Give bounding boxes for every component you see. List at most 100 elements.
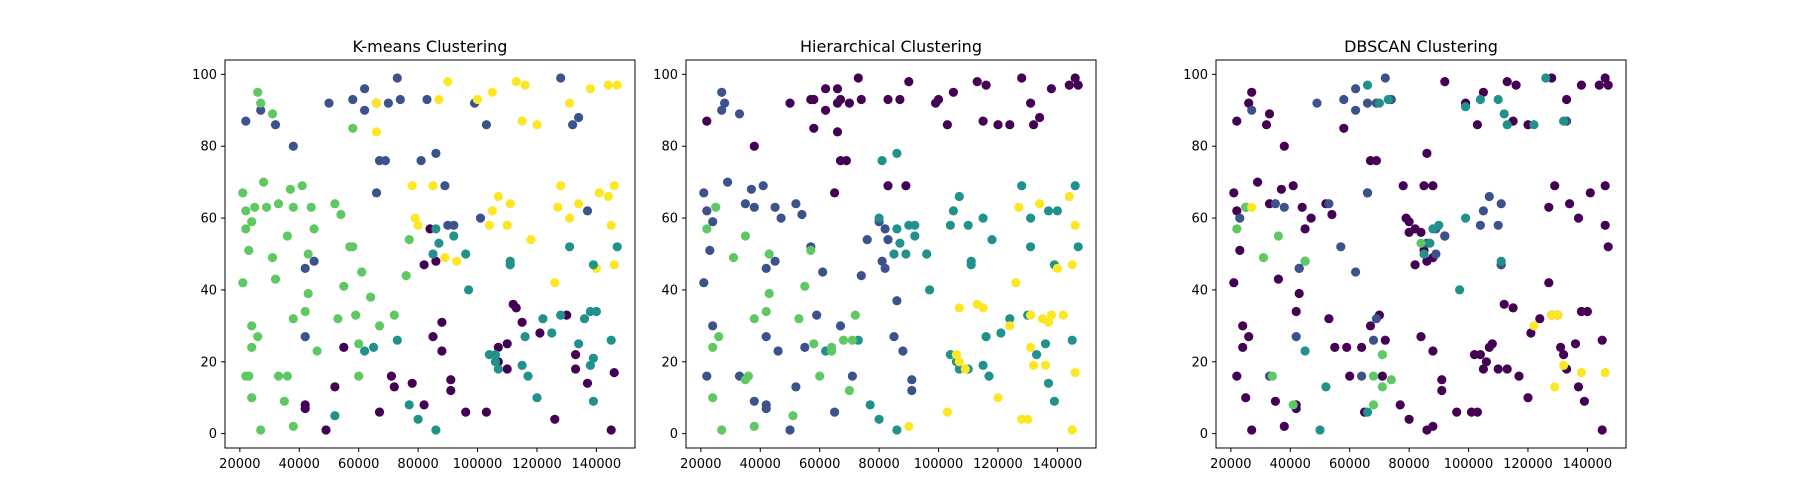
scatter-point (440, 253, 450, 263)
x-tick-label: 80000 (397, 457, 438, 472)
scatter-point (273, 371, 284, 381)
scatter-point (1502, 77, 1512, 87)
scatter-point (502, 339, 512, 349)
scatter-point (267, 253, 278, 263)
scatter-point (449, 231, 459, 241)
scatter-point (336, 209, 346, 220)
subplot-2: Hierarchical Clustering 20000 40000 60000 80… (653, 37, 1097, 472)
scatter-point (705, 245, 715, 255)
scatter-point (606, 425, 616, 435)
scatter-point (1496, 199, 1506, 209)
scatter-point (461, 249, 471, 259)
scatter-points (1229, 73, 1613, 435)
scatter-point (1502, 120, 1512, 130)
scatter-point (1541, 73, 1551, 83)
scatter-point (865, 400, 875, 410)
scatter-point (374, 321, 385, 331)
scatter-point (520, 80, 530, 90)
scatter-point (1526, 328, 1536, 338)
scatter-point (1455, 285, 1465, 295)
scatter-point (428, 249, 438, 259)
scatter-point (1005, 314, 1015, 324)
scatter-point (942, 407, 953, 417)
scatter-point (550, 414, 560, 424)
scatter-point (717, 105, 727, 115)
scatter-point (431, 256, 441, 266)
scatter-point (440, 181, 450, 191)
scatter-point (1247, 202, 1257, 212)
x-tick-label: 40000 (1270, 457, 1311, 472)
scatter-point (371, 98, 382, 108)
scatter-point (241, 206, 251, 216)
scatter-point (481, 407, 491, 417)
scatter-point (1377, 382, 1387, 392)
scatter-point (603, 191, 613, 202)
x-tick-label: 40000 (279, 457, 320, 472)
scatter-point (1416, 332, 1426, 342)
scatter-point (800, 342, 810, 352)
subplot-title: K-means Clustering (353, 37, 508, 56)
scatter-point (892, 148, 902, 158)
scatter-point (1478, 206, 1488, 216)
subplot-title: Hierarchical Clustering (800, 37, 982, 56)
scatter-point (1294, 288, 1304, 299)
scatter-point (253, 332, 263, 342)
scatter-point (880, 224, 890, 234)
scatter-point (300, 263, 310, 273)
scatter-point (708, 342, 718, 352)
scatter-point (1544, 278, 1554, 288)
scatter-point (612, 80, 622, 90)
scatter-point (1368, 371, 1379, 381)
scatter-point (1425, 238, 1435, 248)
scatter-point (844, 98, 855, 108)
scatter-point (1469, 350, 1480, 360)
scatter-point (1481, 357, 1491, 367)
scatter-point (1253, 177, 1263, 187)
scatter-point (954, 303, 964, 313)
scatter-point (386, 371, 396, 381)
scatter-point (993, 393, 1003, 403)
scatter-point (907, 375, 917, 385)
scatter-point (1493, 94, 1503, 105)
scatter-point (1452, 407, 1462, 417)
scatter-point (895, 94, 905, 105)
scatter-point (815, 371, 825, 381)
scatter-point (1070, 220, 1080, 230)
scatter-point (981, 80, 991, 90)
scatter-point (702, 116, 712, 126)
y-tick-label: 0 (1200, 427, 1208, 442)
scatter-point (1380, 335, 1390, 345)
scatter-point (579, 314, 590, 324)
scatter-point (609, 260, 619, 270)
scatter-point (565, 98, 575, 108)
scatter-point (461, 407, 471, 417)
scatter-point (1229, 278, 1239, 288)
scatter-point (1294, 263, 1304, 273)
y-tick-label: 40 (661, 283, 678, 298)
scatter-point (262, 202, 272, 212)
scatter-point (1327, 209, 1337, 220)
scatter-point (493, 342, 503, 352)
scatter-point (413, 414, 423, 424)
scatter-point (1357, 371, 1367, 381)
scatter-point (380, 156, 390, 166)
scatter-point (422, 94, 432, 105)
scatter-point (818, 267, 828, 277)
scatter-point (407, 181, 417, 191)
scatter-point (901, 181, 911, 191)
scatter-point (568, 120, 578, 130)
scatter-point (565, 213, 575, 223)
scatter-point (1070, 73, 1080, 83)
scatter-point (880, 263, 890, 273)
scatter-point (253, 87, 263, 97)
scatter-point (844, 385, 855, 396)
plot-frame (1215, 59, 1627, 449)
scatter-point (395, 94, 405, 105)
scatter-point (538, 314, 548, 324)
y-tick-label: 20 (1191, 355, 1208, 370)
scatter-point (1026, 98, 1036, 108)
scatter-point (749, 396, 759, 406)
scatter-point (764, 288, 774, 299)
scatter-point (1023, 414, 1033, 424)
x-tick-label: 100000 (1444, 457, 1494, 472)
